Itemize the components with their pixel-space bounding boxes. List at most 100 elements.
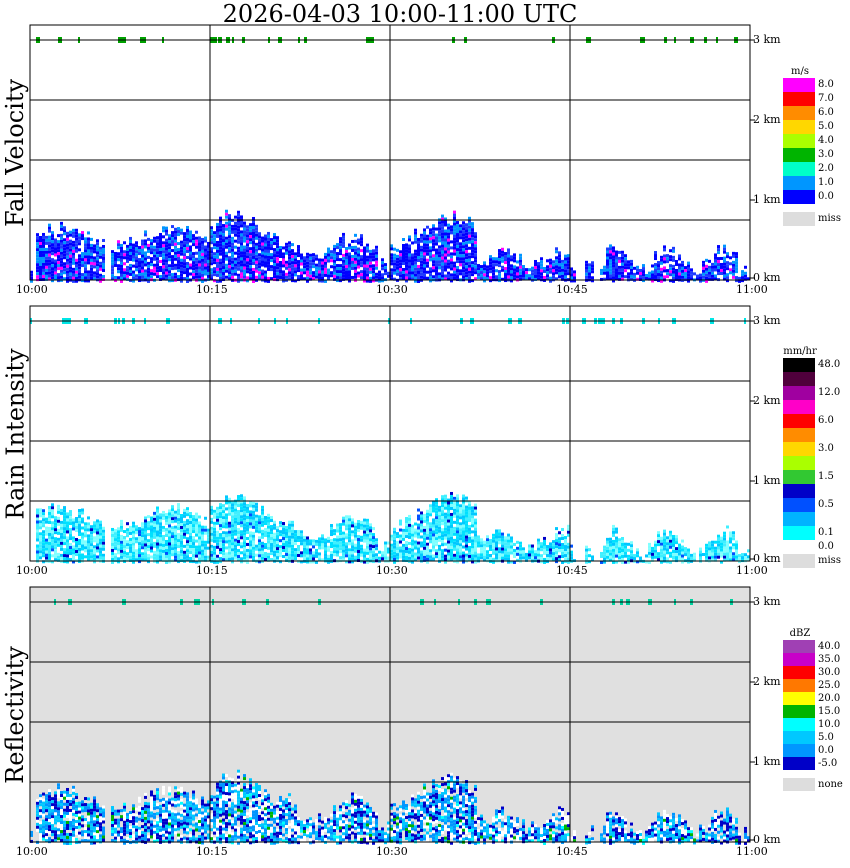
echo-cell bbox=[249, 223, 252, 227]
echo-cell bbox=[111, 545, 114, 549]
echo-cell bbox=[357, 547, 360, 551]
echo-cell bbox=[720, 256, 723, 260]
echo-cell bbox=[159, 555, 162, 559]
echo-cell bbox=[84, 252, 87, 256]
echo-cell bbox=[660, 554, 663, 558]
echo-cell bbox=[243, 520, 246, 524]
echo-cell bbox=[276, 242, 279, 246]
echo-cell bbox=[225, 212, 228, 216]
echo-cell bbox=[75, 234, 78, 238]
echo-cell bbox=[216, 506, 219, 510]
echo-cell bbox=[219, 219, 222, 223]
echo-cell bbox=[150, 546, 153, 550]
echo-cell bbox=[687, 261, 690, 265]
echo-cell bbox=[168, 240, 171, 244]
echo-cell bbox=[495, 547, 498, 551]
echo-cell bbox=[390, 262, 393, 266]
echo-cell bbox=[498, 279, 501, 283]
echo-cell bbox=[408, 514, 411, 518]
echo-cell bbox=[189, 272, 192, 276]
echo-cell bbox=[150, 242, 153, 246]
echo-cell bbox=[51, 512, 54, 516]
echo-cell bbox=[453, 240, 456, 244]
echo-cell bbox=[396, 269, 399, 273]
echo-cell bbox=[81, 547, 84, 551]
echo-cell bbox=[162, 241, 165, 245]
echo-cell bbox=[75, 523, 78, 527]
echo-cell bbox=[402, 555, 405, 559]
echo-cell bbox=[474, 268, 477, 272]
echo-cell bbox=[381, 276, 384, 280]
echo-cell bbox=[72, 249, 75, 253]
echo-cell bbox=[120, 543, 123, 547]
echo-cell bbox=[441, 271, 444, 275]
echo-cell bbox=[393, 253, 396, 257]
echo-cell bbox=[537, 538, 540, 542]
echo-cell bbox=[87, 273, 90, 277]
echo-cell bbox=[249, 504, 252, 508]
echo-cell bbox=[234, 547, 237, 551]
echo-cell bbox=[66, 261, 69, 265]
echo-cell bbox=[225, 242, 228, 246]
echo-cell bbox=[318, 258, 321, 262]
echo-cell bbox=[672, 558, 675, 562]
echo-cell bbox=[156, 257, 159, 261]
echo-cell bbox=[660, 273, 663, 277]
echo-cell bbox=[180, 523, 183, 527]
echo-cell bbox=[99, 267, 102, 271]
echo-cell bbox=[453, 502, 456, 506]
echo-cell bbox=[159, 534, 162, 538]
echo-cell bbox=[102, 250, 105, 254]
echo-cell bbox=[231, 548, 234, 552]
echo-cell bbox=[201, 558, 204, 562]
echo-cell bbox=[432, 518, 435, 522]
echo-cell bbox=[141, 275, 144, 279]
echo-cell bbox=[75, 517, 78, 521]
echo-cell bbox=[171, 535, 174, 539]
echo-cell bbox=[459, 224, 462, 228]
echo-cell bbox=[117, 551, 120, 555]
echo-cell bbox=[213, 231, 216, 235]
echo-cell bbox=[645, 277, 648, 281]
echo-cell bbox=[195, 545, 198, 549]
echo-cell bbox=[57, 522, 60, 526]
echo-cell bbox=[630, 271, 633, 275]
echo-cell bbox=[231, 269, 234, 273]
echo-cell bbox=[480, 271, 483, 275]
echo-cell bbox=[672, 276, 675, 280]
echo-cell bbox=[669, 551, 672, 555]
echo-cell bbox=[699, 273, 702, 277]
echo-cell bbox=[459, 272, 462, 276]
echo-cell bbox=[411, 265, 414, 269]
echo-cell bbox=[447, 528, 450, 532]
echo-cell bbox=[450, 548, 453, 552]
echo-cell bbox=[186, 279, 189, 283]
echo-cell bbox=[282, 258, 285, 262]
echo-cell bbox=[42, 509, 45, 513]
echo-cell bbox=[246, 527, 249, 531]
echo-cell bbox=[273, 257, 276, 261]
echo-cell bbox=[666, 557, 669, 561]
echo-cell bbox=[129, 236, 132, 240]
echo-cell bbox=[69, 263, 72, 267]
echo-cell bbox=[726, 273, 729, 277]
echo-cell bbox=[111, 551, 114, 555]
echo-cell bbox=[333, 259, 336, 263]
echo-cell bbox=[159, 265, 162, 269]
echo-cell bbox=[441, 498, 444, 502]
echo-cell bbox=[228, 530, 231, 534]
echo-cell bbox=[228, 277, 231, 281]
echo-cell bbox=[210, 535, 213, 539]
echo-cell bbox=[258, 524, 261, 528]
echo-cell bbox=[243, 254, 246, 258]
echo-cell bbox=[714, 268, 717, 272]
echo-cell bbox=[180, 231, 183, 235]
echo-cell bbox=[87, 258, 90, 262]
echo-cell bbox=[177, 227, 180, 231]
echo-cell bbox=[87, 528, 90, 532]
echo-cell bbox=[345, 262, 348, 266]
echo-cell bbox=[72, 560, 75, 564]
echo-cell bbox=[432, 500, 435, 504]
echo-cell bbox=[363, 536, 366, 540]
echo-cell bbox=[147, 279, 150, 283]
